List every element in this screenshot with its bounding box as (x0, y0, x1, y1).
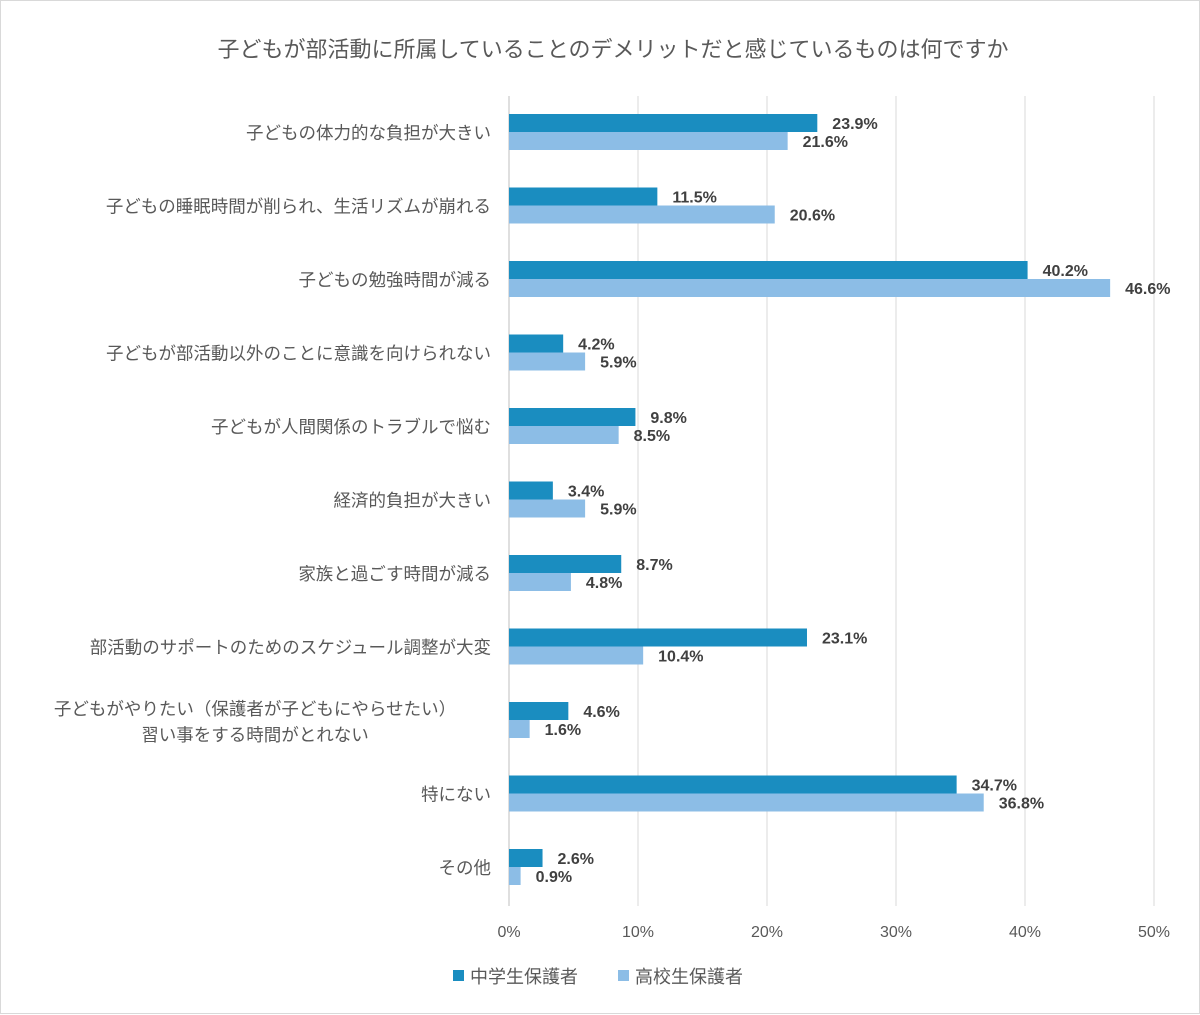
x-tick-label: 20% (751, 924, 783, 941)
x-axis-ticks: 0% 10% 20% 30% 40% 50% (497, 924, 1170, 941)
category-label: 経済的負担が大きい (334, 492, 492, 512)
category-label: 子どもの睡眠時間が削られ、生活リズムが崩れる (106, 198, 491, 218)
category-label: 部活動のサポートのためのスケジュール調整が大変 (90, 639, 491, 659)
category-labels: 子どもの体力的な負担が大きい子どもの睡眠時間が削られ、生活リズムが崩れる子どもの… (54, 124, 491, 879)
legend-swatch (618, 970, 629, 981)
x-tick-label: 0% (497, 924, 520, 941)
data-label: 11.5% (672, 190, 716, 207)
legend-label: 高校生保護者 (635, 967, 743, 988)
data-label: 40.2% (1043, 263, 1088, 280)
data-label: 23.9% (832, 116, 877, 133)
bar-junior-high (509, 261, 1028, 279)
bar-high-school (509, 352, 586, 371)
data-label: 4.2% (578, 337, 614, 354)
data-label: 34.7% (972, 778, 1017, 795)
bar-high-school (509, 793, 984, 812)
category-label: 特にない (421, 786, 491, 806)
bar-high-school (509, 279, 1111, 297)
bar-high-school (509, 205, 775, 224)
category-label: その他 (439, 859, 492, 879)
data-label: 0.9% (536, 869, 572, 886)
bar-junior-high (509, 187, 658, 206)
bar-high-school (509, 132, 788, 150)
category-label: 家族と過ごす時間が減る (298, 565, 491, 585)
gridlines (508, 96, 1155, 906)
legend: 中学生保護者 高校生保護者 (453, 967, 743, 988)
legend-label: 中学生保護者 (470, 967, 578, 988)
x-tick-label: 30% (880, 924, 912, 941)
bar-junior-high (509, 408, 636, 426)
data-label: 1.6% (545, 722, 581, 739)
data-label: 5.9% (600, 502, 636, 519)
category-label: 子どもが部活動以外のことに意識を向けられない (106, 345, 491, 365)
data-label: 8.7% (636, 557, 672, 574)
data-label: 36.8% (999, 796, 1044, 813)
bar-junior-high (509, 849, 543, 867)
category-label: 子どもの勉強時間が減る (299, 271, 492, 291)
data-label: 2.6% (558, 851, 594, 868)
bar-junior-high (509, 555, 622, 573)
category-label: 子どもの体力的な負担が大きい (246, 124, 491, 144)
category-label: 子どもが人間関係のトラブルで悩む (211, 417, 491, 438)
data-label: 8.5% (634, 428, 670, 445)
chart-title: 子どもが部活動に所属していることのデメリットだと感じているものは何ですか (217, 38, 1008, 63)
data-label: 46.6% (1125, 281, 1170, 298)
bar-junior-high (509, 481, 553, 500)
data-label: 3.4% (568, 484, 604, 501)
data-label: 10.4% (658, 649, 703, 666)
bars: 23.9%21.6%11.5%20.6%40.2%46.6%4.2%5.9%9.… (509, 114, 1171, 886)
x-tick-label: 10% (622, 924, 654, 941)
bar-junior-high (509, 702, 569, 720)
x-tick-label: 50% (1138, 924, 1170, 941)
data-label: 4.6% (583, 704, 619, 721)
bar-junior-high (509, 334, 564, 353)
data-label: 4.8% (586, 575, 622, 592)
bar-high-school (509, 867, 521, 885)
x-tick-label: 40% (1009, 924, 1041, 941)
bar-high-school (509, 646, 644, 665)
data-label: 23.1% (822, 631, 867, 648)
data-label: 9.8% (650, 410, 686, 427)
data-label: 20.6% (790, 208, 835, 225)
category-label: 子どもがやりたい（保護者が子どもにやらせたい） 習い事をする時間がとれない (54, 700, 456, 746)
bar-high-school (509, 499, 586, 518)
bar-junior-high (509, 114, 818, 132)
bar-high-school (509, 720, 530, 738)
bar-high-school (509, 573, 571, 591)
bar-junior-high (509, 628, 807, 647)
category-label-line: 子どもがやりたい（保護者が子どもにやらせたい） (54, 700, 456, 720)
category-label-line: 習い事をする時間がとれない (141, 726, 369, 746)
legend-swatch (453, 970, 464, 981)
bar-high-school (509, 426, 619, 444)
data-label: 21.6% (803, 134, 848, 151)
bar-junior-high (509, 775, 957, 794)
data-label: 5.9% (600, 355, 636, 372)
